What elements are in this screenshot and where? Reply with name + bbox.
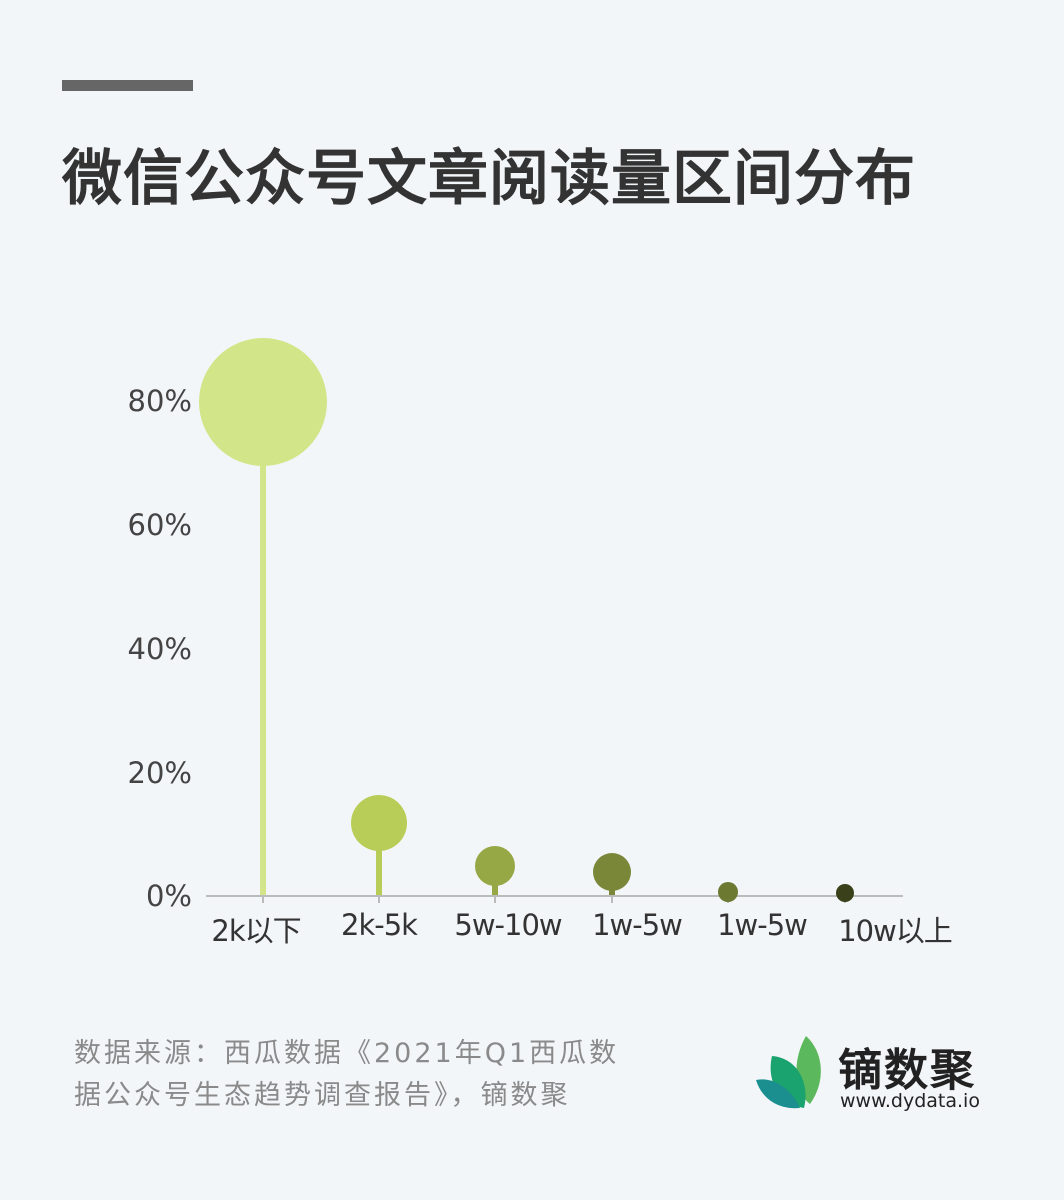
accent-bar: [62, 80, 193, 91]
source-line-2: 据公众号生态趋势调查报告》，镝数聚: [74, 1080, 571, 1111]
data-bubble: [836, 884, 854, 903]
data-bubble: [199, 338, 327, 466]
data-source: 数据来源：西瓜数据《2021年Q1西瓜数 据公众号生态趋势调查报告》，镝数聚: [74, 1033, 704, 1117]
y-tick-20: 20%: [127, 756, 192, 790]
x-label-5: 1w-5w: [717, 908, 808, 942]
y-tick-60: 60%: [127, 508, 192, 542]
x-tick-mark: [378, 896, 380, 903]
page-title: 微信公众号文章阅读量区间分布: [62, 144, 916, 214]
brand-name: 镝数聚: [838, 1045, 976, 1096]
brand-logo: 镝数聚 www.dydata.io: [754, 1034, 1004, 1114]
lollipop-chart: 80% 60% 40% 20% 0% 2k以下 2k-5k 5w-10w 1w-…: [127, 338, 953, 948]
x-label-4: 1w-5w: [592, 908, 683, 942]
data-bubble: [593, 853, 631, 892]
x-label-1: 2k以下: [211, 914, 301, 948]
brand-url: www.dydata.io: [840, 1090, 980, 1112]
data-bubble: [718, 881, 738, 902]
y-tick-0: 0%: [145, 879, 192, 913]
x-label-3: 5w-10w: [454, 908, 562, 942]
x-tick-mark: [262, 896, 264, 903]
x-label-6: 10w以上: [838, 914, 953, 948]
x-axis-line: [206, 895, 903, 897]
lollipop-stem: [376, 822, 382, 895]
leaf-logo-icon: [756, 1036, 821, 1109]
data-bubble: [475, 846, 515, 887]
y-tick-40: 40%: [127, 632, 192, 666]
source-line-1: 数据来源：西瓜数据《2021年Q1西瓜数: [74, 1038, 620, 1069]
x-label-2: 2k-5k: [341, 908, 418, 942]
x-tick-mark: [494, 896, 496, 903]
data-bubble: [351, 794, 407, 851]
y-tick-80: 80%: [127, 384, 192, 418]
lollipop-stem: [260, 402, 266, 895]
x-tick-mark: [611, 896, 613, 903]
